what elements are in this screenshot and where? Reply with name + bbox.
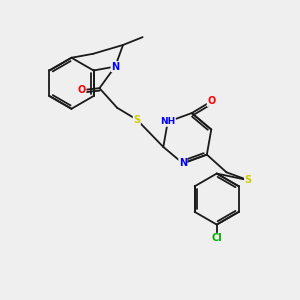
- Text: O: O: [78, 85, 86, 95]
- Text: N: N: [111, 61, 119, 72]
- Text: S: S: [133, 115, 140, 124]
- Text: O: O: [207, 96, 215, 106]
- Text: N: N: [179, 158, 187, 168]
- Text: NH: NH: [160, 117, 176, 126]
- Text: Cl: Cl: [212, 233, 222, 243]
- Text: S: S: [244, 175, 252, 185]
